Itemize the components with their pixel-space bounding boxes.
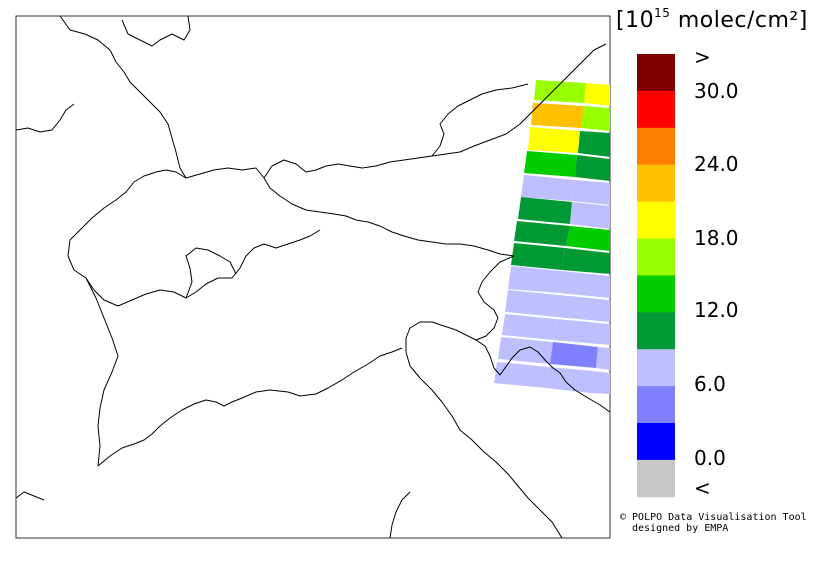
- swath-pixel: [570, 202, 610, 229]
- border: [431, 83, 529, 157]
- legend-bin: [637, 459, 675, 498]
- swath-pixel: [546, 367, 593, 393]
- swath-pixel: [531, 103, 584, 128]
- swath-pixel: [590, 371, 610, 394]
- swath-pixel: [572, 180, 610, 205]
- swath-pixel: [566, 226, 610, 251]
- border: [475, 255, 515, 341]
- swath-pixel: [562, 248, 610, 274]
- swath-pixel: [575, 155, 610, 181]
- border: [121, 15, 191, 47]
- legend-label-24: 24.0: [694, 152, 739, 176]
- swath-pixel: [550, 342, 598, 368]
- unit-prefix: [10: [616, 8, 655, 33]
- swath-pixel: [502, 314, 556, 340]
- legend-label-30: 30.0: [694, 79, 739, 103]
- unit-exponent: 15: [654, 6, 671, 20]
- legend-bin: [637, 349, 675, 387]
- swath-pixel: [528, 127, 580, 153]
- swath-pixel: [521, 175, 575, 201]
- legend-label-0: 0.0: [694, 446, 726, 470]
- swath-pixel: [524, 151, 577, 177]
- swath-pixel: [556, 295, 610, 322]
- legend-label-18: 18.0: [694, 226, 739, 250]
- swath-pixel: [581, 106, 610, 131]
- swath-pixel: [559, 271, 610, 298]
- swath-pixel: [505, 290, 559, 317]
- legend-bin: [637, 54, 675, 92]
- swath-pixel: [511, 243, 565, 270]
- border: [59, 15, 271, 189]
- legend-label-12: 12.0: [694, 298, 739, 322]
- legend-bin: [637, 275, 675, 313]
- legend-bin: [637, 90, 675, 129]
- satellite-swath: [494, 80, 610, 394]
- legend-bin: [637, 312, 675, 350]
- legend-unit-label: [1015 molec/cm²]: [616, 6, 808, 33]
- legend-bin: [637, 423, 675, 461]
- coastline: [15, 491, 45, 501]
- legend-bin: [637, 201, 675, 239]
- swath-pixel: [578, 131, 610, 157]
- swath-pixel: [584, 83, 610, 106]
- swath-pixel: [498, 337, 553, 364]
- coastline: [405, 321, 611, 539]
- border: [67, 229, 321, 307]
- legend-label-6: 6.0: [694, 372, 726, 396]
- boundaries: [15, 15, 611, 539]
- legend-label-below: <: [694, 476, 711, 500]
- credit-line-2: designed by EMPA: [632, 523, 729, 534]
- border: [263, 43, 607, 179]
- legend-bin: [637, 238, 675, 276]
- legend-bin: [637, 127, 675, 166]
- legend-bin: [637, 164, 675, 203]
- swath-pixel: [596, 347, 610, 370]
- border: [85, 277, 119, 467]
- swath-pixel: [508, 266, 562, 293]
- border: [15, 103, 75, 133]
- swath-pixel: [553, 319, 610, 345]
- coastline: [389, 491, 411, 539]
- border: [269, 187, 515, 257]
- unit-suffix: molec/cm²]: [670, 8, 808, 33]
- border: [69, 169, 187, 241]
- coastline: [97, 347, 403, 467]
- swath-pixel: [514, 221, 570, 246]
- legend-label-above: >: [694, 45, 711, 69]
- credit-line-1: © POLPO Data Visualisation Tool: [620, 512, 807, 523]
- swath-pixel: [518, 197, 572, 224]
- legend-bin: [637, 386, 675, 424]
- border: [185, 247, 237, 299]
- legend-colorbar: [637, 54, 675, 498]
- swath-pixel: [494, 362, 549, 388]
